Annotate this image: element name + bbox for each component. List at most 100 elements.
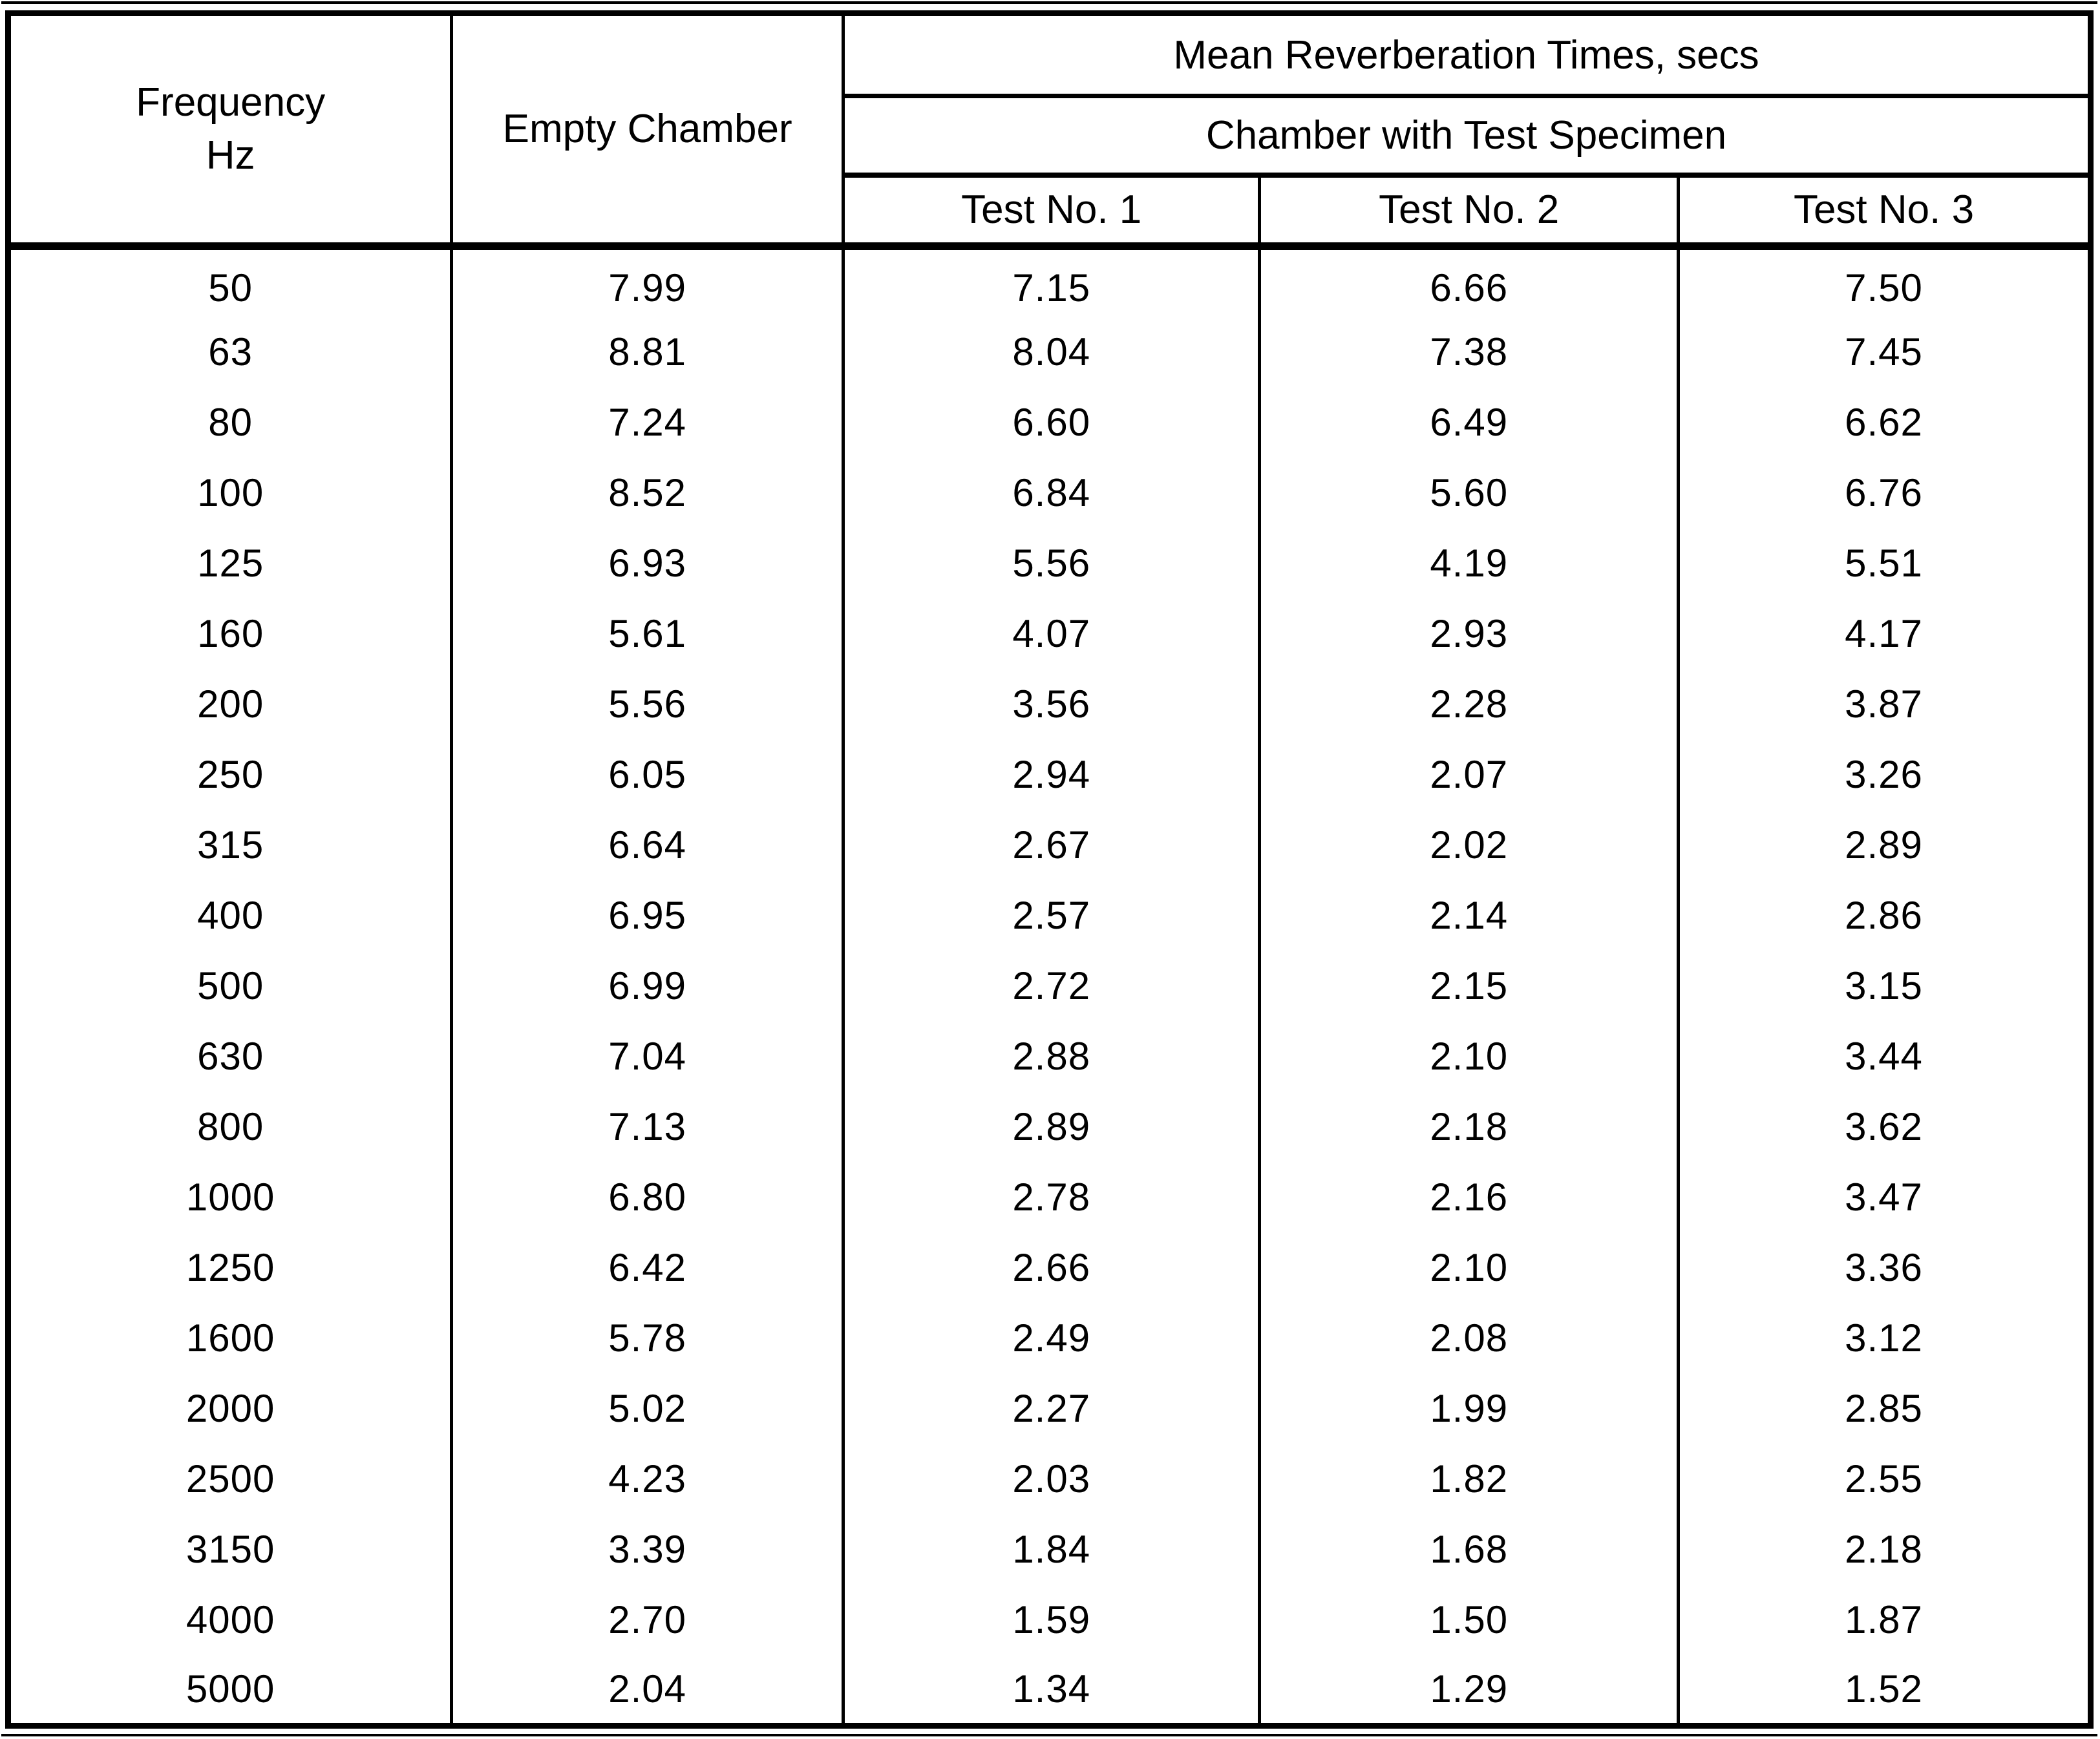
empty-chamber-cell: 5.78 <box>450 1303 843 1374</box>
table-row: 160 5.61 4.07 2.93 4.17 <box>8 598 2091 669</box>
empty-chamber-cell: 5.56 <box>450 668 843 739</box>
empty-chamber-cell: 7.13 <box>450 1091 843 1163</box>
test-no-2-cell: 1.99 <box>1258 1373 1679 1444</box>
test-no-1-cell: 3.56 <box>842 668 1260 739</box>
frequency-cell: 80 <box>8 386 452 458</box>
test-no-1-cell: 2.89 <box>842 1091 1260 1163</box>
test-no-1-cell: 6.60 <box>842 386 1260 458</box>
empty-chamber-cell: 6.99 <box>450 950 843 1022</box>
test-no-3-cell: 4.17 <box>1677 598 2091 669</box>
frequency-cell: 315 <box>8 809 452 880</box>
table-row: 1250 6.42 2.66 2.10 3.36 <box>8 1232 2091 1303</box>
frequency-header-line2: Hz <box>206 132 255 178</box>
test-no-2-cell: 2.15 <box>1258 950 1679 1022</box>
test-no-3-cell: 1.87 <box>1677 1585 2091 1656</box>
empty-chamber-cell: 3.39 <box>450 1514 843 1585</box>
test-no-3-cell: 5.51 <box>1677 527 2091 598</box>
test-no-1-cell: 8.04 <box>842 316 1260 387</box>
test-no-3-cell: 2.55 <box>1677 1444 2091 1515</box>
test-no-1-cell: 2.57 <box>842 880 1260 951</box>
test-no-3-cell: 2.85 <box>1677 1373 2091 1444</box>
table-row: 2000 5.02 2.27 1.99 2.85 <box>8 1373 2091 1444</box>
test-no-1-cell: 2.67 <box>842 809 1260 880</box>
test-no-1-cell: 2.27 <box>842 1373 1260 1444</box>
test-no-1-cell: 1.34 <box>842 1655 1260 1726</box>
test-no-3-cell: 3.47 <box>1677 1162 2091 1233</box>
test-no-1-header: Test No. 1 <box>842 174 1260 250</box>
test-no-3-cell: 3.15 <box>1677 950 2091 1022</box>
test-no-1-cell: 1.59 <box>842 1585 1260 1656</box>
test-no-1-cell: 2.66 <box>842 1232 1260 1303</box>
test-no-3-cell: 3.44 <box>1677 1021 2091 1092</box>
frequency-cell: 1600 <box>8 1303 452 1374</box>
test-no-2-cell: 1.82 <box>1258 1444 1679 1515</box>
test-no-2-cell: 1.50 <box>1258 1585 1679 1656</box>
test-no-3-cell: 1.52 <box>1677 1655 2091 1726</box>
table-row: 4000 2.70 1.59 1.50 1.87 <box>8 1585 2091 1656</box>
header-row-1: Frequency Hz Empty Chamber Mean Reverber… <box>8 13 2091 250</box>
empty-chamber-cell: 5.61 <box>450 598 843 669</box>
test-no-2-cell: 4.19 <box>1258 527 1679 598</box>
empty-chamber-cell: 4.23 <box>450 1444 843 1515</box>
empty-chamber-cell: 7.24 <box>450 386 843 458</box>
table-row: 2500 4.23 2.03 1.82 2.55 <box>8 1444 2091 1515</box>
empty-chamber-cell: 6.05 <box>450 739 843 810</box>
test-no-2-cell: 2.10 <box>1258 1021 1679 1092</box>
test-no-3-cell: 2.86 <box>1677 880 2091 951</box>
test-no-2-cell: 1.68 <box>1258 1514 1679 1585</box>
test-no-1-cell: 4.07 <box>842 598 1260 669</box>
test-no-3-cell: 3.62 <box>1677 1091 2091 1163</box>
empty-chamber-cell: 6.95 <box>450 880 843 951</box>
test-no-2-cell: 5.60 <box>1258 457 1679 528</box>
table-row: 315 6.64 2.67 2.02 2.89 <box>8 809 2091 880</box>
frequency-cell: 500 <box>8 950 452 1022</box>
header-row-3: Test No. 1 Test No. 2 Test No. 3 <box>8 174 2091 250</box>
frequency-cell: 5000 <box>8 1655 452 1726</box>
empty-chamber-cell: 2.70 <box>450 1585 843 1656</box>
table-row: 80 7.24 6.60 6.49 6.62 <box>8 386 2091 458</box>
test-no-3-cell: 3.12 <box>1677 1303 2091 1374</box>
mean-reverberation-times-header: Mean Reverberation Times, secs <box>842 13 2091 98</box>
empty-chamber-cell: 6.93 <box>450 527 843 598</box>
empty-chamber-cell: 2.04 <box>450 1655 843 1726</box>
empty-chamber-cell: 6.80 <box>450 1162 843 1233</box>
empty-chamber-cell: 7.99 <box>450 246 843 317</box>
frequency-cell: 200 <box>8 668 452 739</box>
test-no-2-cell: 6.49 <box>1258 386 1679 458</box>
test-no-3-cell: 3.87 <box>1677 668 2091 739</box>
test-no-1-cell: 2.94 <box>842 739 1260 810</box>
test-no-3-cell: 7.45 <box>1677 316 2091 387</box>
frequency-cell: 630 <box>8 1021 452 1092</box>
test-no-2-cell: 2.07 <box>1258 739 1679 810</box>
frequency-cell: 3150 <box>8 1514 452 1585</box>
table-row: 200 5.56 3.56 2.28 3.87 <box>8 668 2091 739</box>
test-no-2-cell: 2.14 <box>1258 880 1679 951</box>
reverberation-times-table: Frequency Hz Empty Chamber Mean Reverber… <box>5 10 2094 1729</box>
table-row: 500 6.99 2.72 2.15 3.15 <box>8 950 2091 1022</box>
frequency-header: Frequency Hz <box>8 13 452 250</box>
test-no-3-cell: 3.26 <box>1677 739 2091 810</box>
test-no-2-cell: 2.18 <box>1258 1091 1679 1163</box>
empty-chamber-cell: 5.02 <box>450 1373 843 1444</box>
test-no-1-cell: 2.78 <box>842 1162 1260 1233</box>
frequency-cell: 50 <box>8 246 452 317</box>
test-no-1-cell: 1.84 <box>842 1514 1260 1585</box>
empty-chamber-header: Empty Chamber <box>450 13 843 250</box>
table-row: 100 8.52 6.84 5.60 6.76 <box>8 457 2091 528</box>
frequency-header-line1: Frequency <box>136 79 326 125</box>
frequency-cell: 1000 <box>8 1162 452 1233</box>
table-row: 800 7.13 2.89 2.18 3.62 <box>8 1091 2091 1163</box>
test-no-1-cell: 6.84 <box>842 457 1260 528</box>
test-no-1-cell: 2.49 <box>842 1303 1260 1374</box>
empty-chamber-cell: 6.42 <box>450 1232 843 1303</box>
table-row: 250 6.05 2.94 2.07 3.26 <box>8 739 2091 810</box>
test-no-2-header: Test No. 2 <box>1258 174 1679 250</box>
test-no-2-cell: 2.28 <box>1258 668 1679 739</box>
test-no-3-cell: 7.50 <box>1677 246 2091 317</box>
test-no-1-cell: 7.15 <box>842 246 1260 317</box>
table-row: 5000 2.04 1.34 1.29 1.52 <box>8 1655 2091 1726</box>
test-no-2-cell: 2.02 <box>1258 809 1679 880</box>
frequency-cell: 250 <box>8 739 452 810</box>
frequency-cell: 100 <box>8 457 452 528</box>
test-no-3-cell: 6.76 <box>1677 457 2091 528</box>
